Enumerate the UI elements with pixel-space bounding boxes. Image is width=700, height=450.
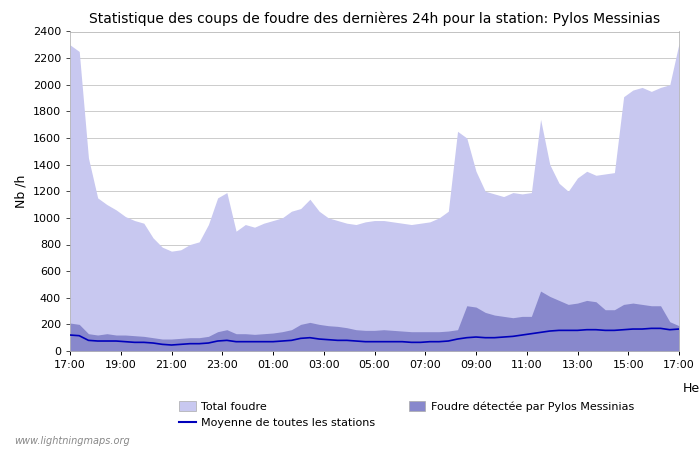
Y-axis label: Nb /h: Nb /h xyxy=(14,175,27,208)
Title: Statistique des coups de foudre des dernières 24h pour la station: Pylos Messini: Statistique des coups de foudre des dern… xyxy=(89,12,660,26)
Legend: Total foudre, Moyenne de toutes les stations, Foudre détectée par Pylos Messinia: Total foudre, Moyenne de toutes les stat… xyxy=(179,401,634,428)
Text: www.lightningmaps.org: www.lightningmaps.org xyxy=(14,436,130,446)
Text: Heure: Heure xyxy=(683,382,700,395)
